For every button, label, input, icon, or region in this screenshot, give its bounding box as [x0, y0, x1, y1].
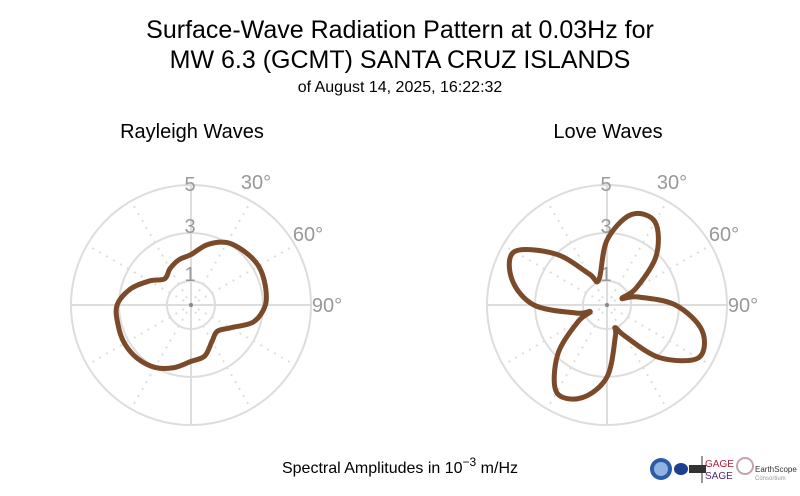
consortium-logo: Consortium	[755, 476, 786, 482]
rayleigh-title: Rayleigh Waves	[120, 121, 264, 143]
angular-tick-label: 60°	[293, 224, 323, 246]
angular-tick-label: 30°	[657, 172, 687, 194]
center-dot	[605, 303, 609, 307]
title-line-1: Surface-Wave Radiation Pattern at 0.03Hz…	[146, 16, 654, 44]
footer-label: Spectral Amplitudes in 10−3 m/Hz	[282, 455, 518, 477]
footer-text: Spectral Amplitudes in	[282, 460, 445, 477]
love-amplitude-curve	[506, 210, 707, 402]
gage-logo: GAGE	[705, 459, 734, 470]
radial-tick-label: 3	[600, 216, 611, 238]
earthscope-logo: EarthScope	[755, 465, 797, 474]
angular-tick-label: 90°	[728, 295, 758, 317]
angular-tick-label: 60°	[709, 224, 739, 246]
love-title: Love Waves	[553, 121, 662, 143]
title-line-2: MW 6.3 (GCMT) SANTA CRUZ ISLANDS	[170, 46, 631, 74]
radial-tick-label: 1	[184, 264, 195, 286]
radial-tick-label: 5	[184, 174, 195, 196]
love-panel: Love Waves 1 3 5 30° 60° 90°	[486, 121, 758, 426]
footer-unit: m/Hz	[476, 460, 518, 477]
rayleigh-panel: Rayleigh Waves 1 3 5 30° 60° 90°	[70, 121, 342, 426]
sage-logo: SAGE	[705, 471, 733, 482]
angular-tick-label: 30°	[241, 172, 271, 194]
angular-tick-label: 90°	[312, 295, 342, 317]
rayleigh-amplitude-curve	[113, 239, 269, 371]
footer-exp: −3	[463, 455, 477, 469]
radial-tick-label: 5	[600, 174, 611, 196]
earthscope-logo-mark	[736, 457, 754, 475]
nasa-logo	[674, 463, 688, 475]
center-dot	[189, 303, 193, 307]
usgs-logo	[689, 465, 706, 473]
title-line-3: of August 14, 2025, 16:22:32	[298, 79, 503, 96]
footer-base: 10	[445, 460, 463, 477]
radial-tick-label: 3	[184, 216, 195, 238]
radial-tick-label: 1	[600, 264, 611, 286]
logos: GAGE SAGE EarthScope Consortium	[650, 456, 797, 483]
nsf-logo-inner	[654, 462, 668, 476]
